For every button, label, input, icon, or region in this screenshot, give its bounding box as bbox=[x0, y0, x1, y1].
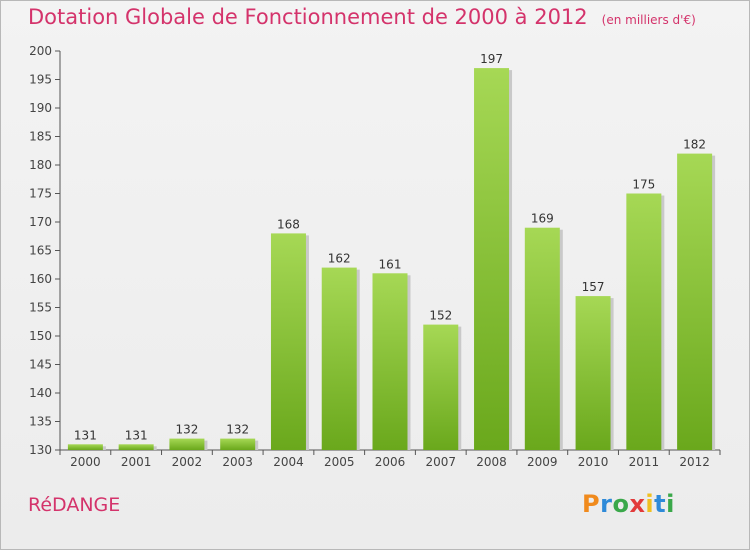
logo-letter: i bbox=[645, 490, 655, 518]
x-tick-label: 2004 bbox=[273, 455, 304, 469]
x-tick-label: 2002 bbox=[172, 455, 203, 469]
x-tick-label: 2010 bbox=[578, 455, 609, 469]
chart-title: Dotation Globale de Fonctionnement de 20… bbox=[28, 5, 696, 29]
y-tick-label: 145 bbox=[29, 358, 52, 372]
logo-letter: x bbox=[629, 490, 646, 518]
bar-value-label: 197 bbox=[480, 52, 503, 66]
y-tick-label: 165 bbox=[29, 244, 52, 258]
logo-letter: r bbox=[600, 490, 613, 518]
bar bbox=[372, 273, 408, 450]
bar-value-label: 152 bbox=[429, 309, 452, 323]
x-tick-label: 2000 bbox=[70, 455, 101, 469]
x-tick-label: 2008 bbox=[476, 455, 507, 469]
y-tick-label: 140 bbox=[29, 386, 52, 400]
bar-value-label: 132 bbox=[226, 423, 249, 437]
bar bbox=[626, 193, 662, 450]
logo-letter: i bbox=[666, 490, 675, 518]
bar bbox=[169, 438, 205, 450]
bar bbox=[423, 324, 459, 450]
bar-value-label: 131 bbox=[74, 428, 97, 442]
bar bbox=[575, 296, 611, 450]
bar-value-label: 161 bbox=[379, 257, 402, 271]
bar bbox=[321, 267, 357, 450]
logo-letter: P bbox=[582, 490, 601, 518]
y-tick-label: 130 bbox=[29, 443, 52, 457]
y-tick-label: 180 bbox=[29, 158, 52, 172]
bar-value-label: 162 bbox=[328, 252, 351, 266]
bar bbox=[220, 438, 256, 450]
x-tick-label: 2009 bbox=[527, 455, 558, 469]
bar-value-label: 132 bbox=[175, 423, 198, 437]
proxiti-logo: Proxiti bbox=[582, 490, 675, 518]
bar-value-label: 157 bbox=[582, 280, 605, 294]
x-tick-label: 2006 bbox=[375, 455, 406, 469]
y-tick-label: 185 bbox=[29, 130, 52, 144]
bar bbox=[474, 68, 510, 450]
y-tick-label: 190 bbox=[29, 101, 52, 115]
bar-value-label: 131 bbox=[125, 428, 148, 442]
x-tick-label: 2011 bbox=[629, 455, 660, 469]
bar bbox=[524, 227, 560, 450]
x-tick-label: 2005 bbox=[324, 455, 355, 469]
bar bbox=[118, 444, 154, 450]
bar-value-label: 175 bbox=[632, 178, 655, 192]
y-tick-label: 170 bbox=[29, 215, 52, 229]
y-tick-label: 195 bbox=[29, 73, 52, 87]
logo-letter: t bbox=[654, 490, 667, 518]
y-tick-label: 160 bbox=[29, 272, 52, 286]
commune-name: RéDANGE bbox=[28, 494, 121, 516]
y-tick-label: 135 bbox=[29, 415, 52, 429]
y-tick-label: 155 bbox=[29, 301, 52, 315]
bar-value-label: 168 bbox=[277, 217, 300, 231]
bar-value-label: 169 bbox=[531, 212, 554, 226]
chart-subtitle: (en milliers d'€) bbox=[601, 13, 696, 27]
x-tick-label: 2001 bbox=[121, 455, 152, 469]
logo-letter: o bbox=[612, 490, 630, 518]
bar bbox=[270, 233, 306, 450]
bar bbox=[677, 153, 713, 450]
chart-title-text: Dotation Globale de Fonctionnement de 20… bbox=[28, 5, 588, 29]
x-tick-label: 2012 bbox=[679, 455, 710, 469]
bar bbox=[67, 444, 103, 450]
y-tick-label: 200 bbox=[29, 44, 52, 58]
x-tick-label: 2007 bbox=[425, 455, 456, 469]
bar-value-label: 182 bbox=[683, 138, 706, 152]
x-tick-label: 2003 bbox=[222, 455, 253, 469]
y-tick-label: 175 bbox=[29, 187, 52, 201]
y-tick-label: 150 bbox=[29, 329, 52, 343]
